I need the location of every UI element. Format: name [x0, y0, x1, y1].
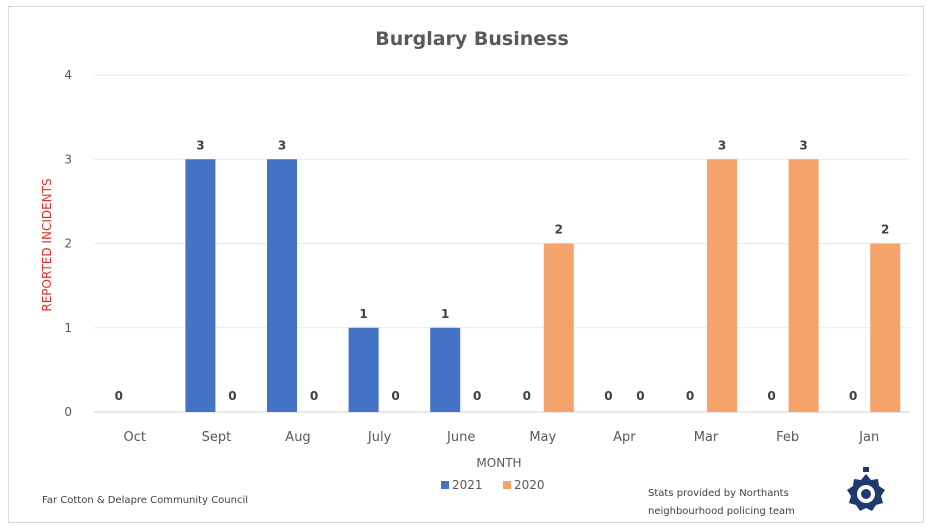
data-label: 3: [718, 138, 726, 152]
legend-swatch: [503, 481, 511, 489]
y-tick-label: 2: [64, 237, 72, 251]
data-label: 0: [523, 389, 531, 403]
footer-council-name: Far Cotton & Delapre Community Council: [42, 495, 248, 506]
legend-label: 2020: [514, 478, 545, 492]
bar-2020: [543, 243, 574, 412]
data-label: 3: [196, 138, 204, 152]
data-label: 0: [228, 389, 236, 403]
legend: 2021 2020: [441, 478, 545, 492]
police-badge-icon: [847, 467, 885, 511]
x-tick-label: Aug: [285, 430, 310, 445]
data-label: 0: [473, 389, 481, 403]
y-axis-label: REPORTED INCIDENTS: [40, 178, 54, 311]
y-axis-ticks: 0 1 2 3 4: [64, 68, 72, 419]
y-tick-label: 4: [64, 68, 72, 82]
legend-swatch: [441, 481, 449, 489]
data-label: 2: [881, 223, 889, 237]
bar-2020: [870, 243, 901, 412]
footer-source-line1: Stats provided by Northants: [648, 488, 789, 499]
bar-2020: [788, 159, 819, 412]
data-label: 0: [849, 389, 857, 403]
data-label: 3: [278, 138, 286, 152]
x-tick-label: Mar: [694, 430, 719, 445]
bar-2020: [707, 159, 737, 412]
data-label: 0: [310, 389, 318, 403]
x-tick-label: July: [367, 430, 392, 445]
y-tick-label: 0: [64, 405, 72, 419]
data-label: 0: [767, 389, 775, 403]
data-label: 0: [604, 389, 612, 403]
x-tick-label: Jan: [858, 430, 879, 445]
data-label: 0: [636, 389, 644, 403]
x-tick-label: Oct: [124, 430, 146, 445]
x-tick-label: Feb: [776, 430, 799, 445]
footer-source-line2: neighbourhood policing team: [648, 506, 795, 517]
x-axis-categories: Oct Sept Aug July June May Apr Mar Feb Jan: [124, 430, 880, 445]
data-label: 0: [391, 389, 399, 403]
bars: [185, 159, 901, 412]
chart-title: Burglary Business: [375, 28, 569, 50]
chart-frame: [8, 6, 924, 523]
data-label: 1: [359, 307, 367, 321]
data-label: 2: [555, 223, 563, 237]
y-tick-label: 1: [64, 321, 72, 335]
bar-2021: [430, 327, 461, 412]
x-tick-label: Apr: [613, 430, 636, 445]
x-tick-label: Sept: [202, 430, 232, 445]
data-label: 3: [799, 138, 807, 152]
data-label: 0: [115, 389, 123, 403]
y-tick-label: 3: [64, 152, 72, 166]
grid-lines: [94, 74, 910, 413]
data-labels: 0 3 0 3 0 1 0 1 0 0 2 0 0 0 3 0 3 0 2: [115, 138, 890, 403]
legend-label: 2021: [452, 478, 483, 492]
bar-2021: [185, 159, 216, 412]
data-label: 0: [686, 389, 694, 403]
bar-2021: [267, 159, 297, 412]
x-tick-label: May: [529, 430, 556, 445]
bar-2021: [348, 327, 379, 412]
data-label: 1: [441, 307, 449, 321]
x-axis-label: MONTH: [476, 456, 521, 470]
x-tick-label: June: [446, 430, 475, 445]
